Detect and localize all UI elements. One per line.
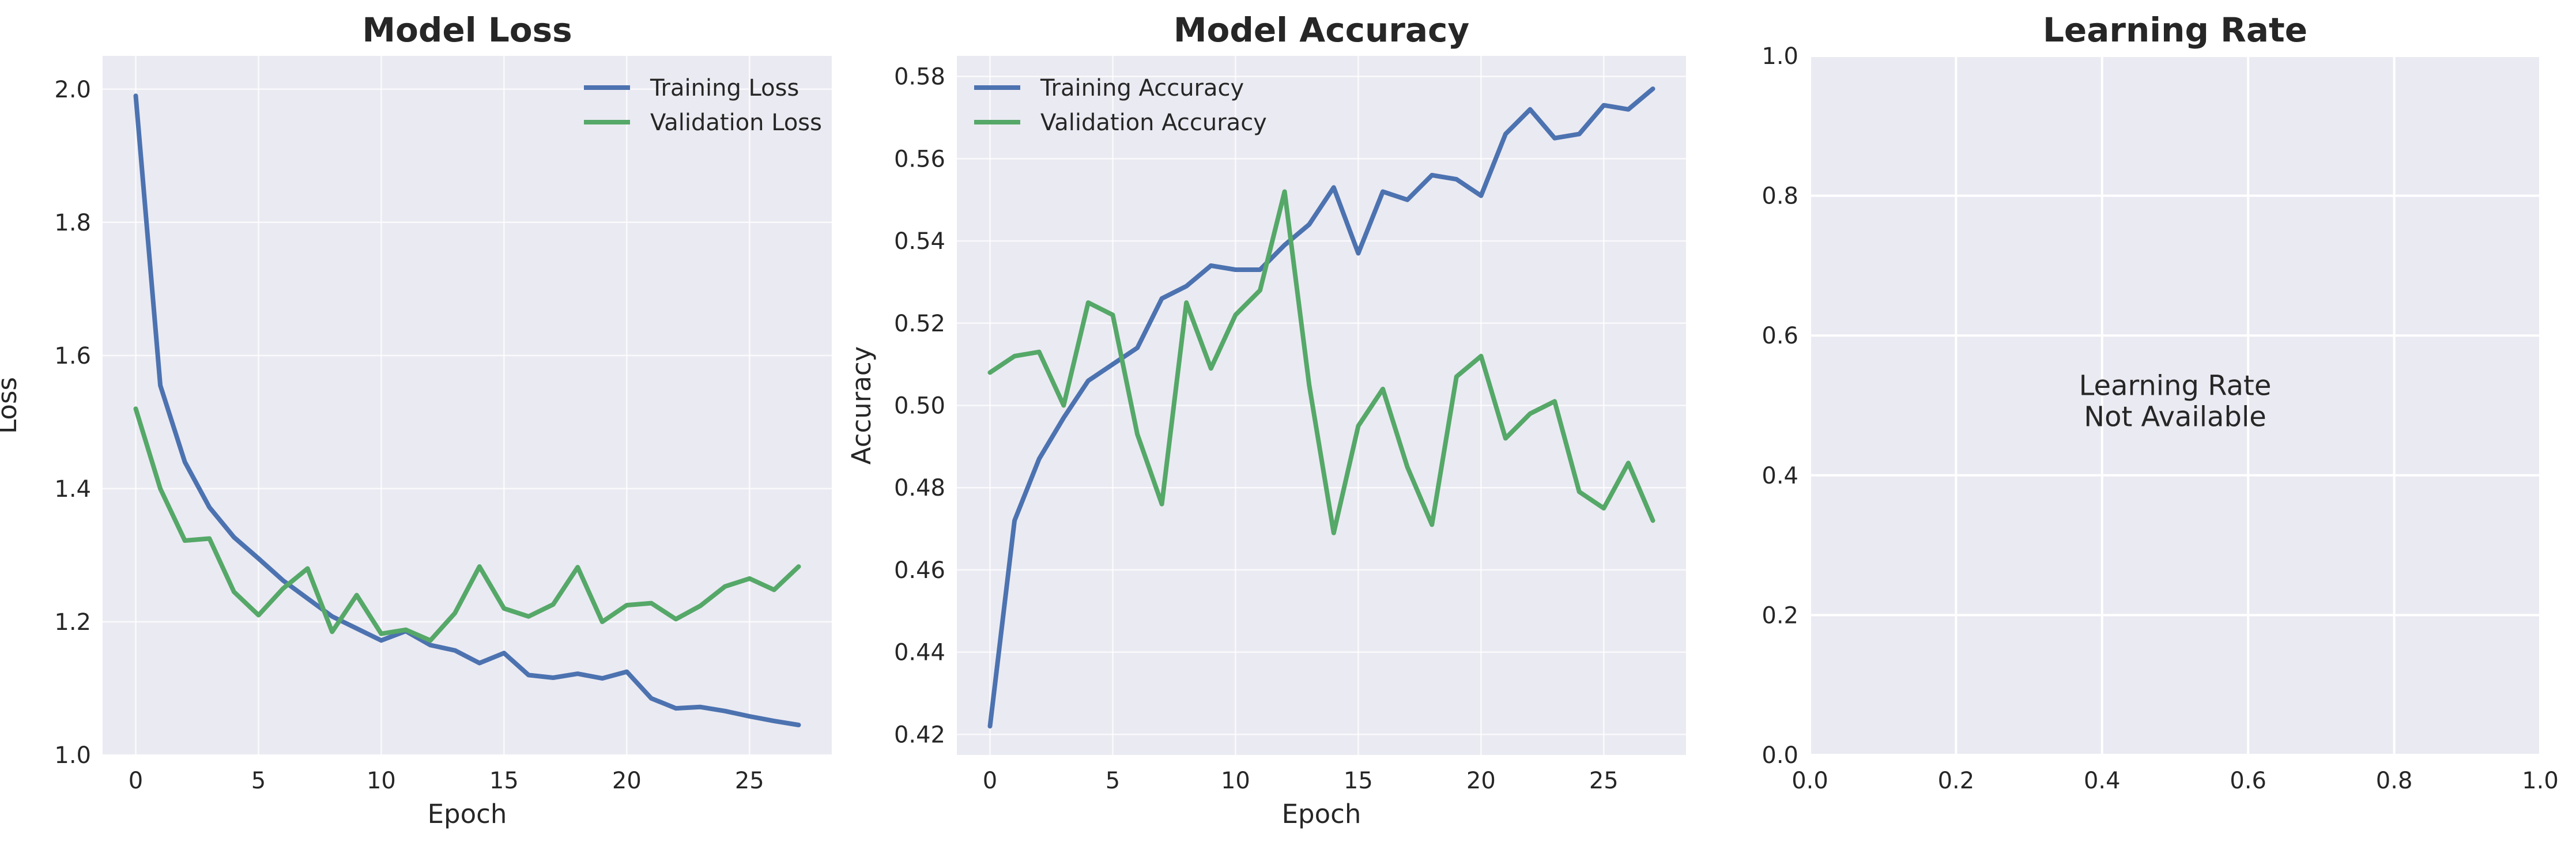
legend: Training Accuracy Validation Accuracy bbox=[974, 75, 1267, 136]
y-tick-label: 0.46 bbox=[894, 557, 945, 584]
series-line-2 bbox=[133, 406, 801, 643]
x-tick-label: 20 bbox=[1466, 768, 1496, 794]
series-line-1 bbox=[133, 93, 801, 727]
x-tick-label: 0 bbox=[983, 768, 997, 794]
x-tick-label: 15 bbox=[1344, 768, 1373, 794]
y-tick-label: 0.54 bbox=[894, 228, 945, 255]
x-tick-label: 25 bbox=[735, 768, 764, 794]
x-tick-label: 1.0 bbox=[2522, 768, 2559, 794]
y-tick-label: 1.4 bbox=[54, 476, 91, 503]
series-line-2 bbox=[987, 189, 1655, 535]
y-tick-label: 1.6 bbox=[54, 343, 91, 369]
x-tick-label: 20 bbox=[612, 768, 642, 794]
x-tick-label: 0.2 bbox=[1938, 768, 1975, 794]
x-tick-label: 5 bbox=[251, 768, 266, 794]
y-axis-label: Accuracy bbox=[846, 346, 877, 464]
y-tick-label: 0.50 bbox=[894, 393, 945, 420]
x-axis-label: Epoch bbox=[1282, 799, 1361, 829]
y-tick-label: 0.48 bbox=[894, 475, 945, 501]
chart-panel-2: 0 5 10 15 20 25 0.42 0.44 0.46 0.48 0.50 0.52 0.54 0.… bbox=[846, 10, 1686, 829]
y-tick-label: 1.2 bbox=[54, 609, 91, 636]
y-tick-label: 1.0 bbox=[54, 742, 91, 769]
legend-label: Validation Loss bbox=[650, 109, 822, 136]
chart-title: Model Loss bbox=[362, 10, 572, 50]
y-tick-label: 0.6 bbox=[1762, 323, 1798, 349]
legend-label: Training Accuracy bbox=[1040, 75, 1244, 101]
x-tick-label: 10 bbox=[1221, 768, 1250, 794]
legend: Training Loss Validation Loss bbox=[584, 75, 822, 136]
y-tick-label: 0.8 bbox=[1762, 183, 1798, 210]
x-tick-label: 0.6 bbox=[2230, 768, 2266, 794]
y-tick-label: 0.4 bbox=[1762, 463, 1798, 489]
x-axis-label: Epoch bbox=[428, 799, 507, 829]
y-tick-label: 0.44 bbox=[894, 640, 945, 666]
y-tick-label: 0.0 bbox=[1762, 742, 1798, 769]
x-tick-label: 5 bbox=[1106, 768, 1120, 794]
chart-panel-1: 0 5 10 15 20 25 1.0 1.2 1.4 1.6 1.8 2.0 Model Loss Ep… bbox=[0, 10, 832, 829]
x-tick-label: 15 bbox=[489, 768, 519, 794]
legend-label: Training Loss bbox=[650, 75, 799, 101]
x-tick-label: 0.0 bbox=[1791, 768, 1828, 794]
x-tick-label: 0.4 bbox=[2084, 768, 2121, 794]
x-tick-label: 0 bbox=[129, 768, 143, 794]
y-tick-label: 0.56 bbox=[894, 146, 945, 172]
annotation-line-2: Not Available bbox=[2084, 401, 2266, 433]
chart-panel-3: 0.0 0.2 0.4 0.6 0.8 1.0 0.0 0.2 0.4 0.6 0.8 1.0 Lear… bbox=[1762, 10, 2558, 794]
chart-title: Learning Rate bbox=[2043, 10, 2307, 50]
annotation-line-1: Learning Rate bbox=[2079, 370, 2272, 402]
y-tick-label: 2.0 bbox=[54, 77, 91, 103]
y-tick-label: 0.58 bbox=[894, 64, 945, 90]
y-tick-label: 0.2 bbox=[1762, 602, 1798, 629]
y-axis-label: Loss bbox=[0, 377, 22, 434]
y-tick-label: 1.0 bbox=[1762, 43, 1798, 70]
y-tick-label: 0.52 bbox=[894, 311, 945, 337]
plot-area bbox=[103, 56, 832, 755]
y-tick-label: 0.42 bbox=[894, 722, 945, 748]
series-line-1 bbox=[987, 86, 1655, 729]
plot-area bbox=[1810, 56, 2540, 755]
x-tick-label: 25 bbox=[1589, 768, 1619, 794]
x-tick-label: 0.8 bbox=[2376, 768, 2413, 794]
legend-label: Validation Accuracy bbox=[1040, 109, 1267, 136]
y-tick-label: 1.8 bbox=[54, 210, 91, 236]
chart-title: Model Accuracy bbox=[1174, 10, 1469, 50]
x-tick-label: 10 bbox=[367, 768, 396, 794]
